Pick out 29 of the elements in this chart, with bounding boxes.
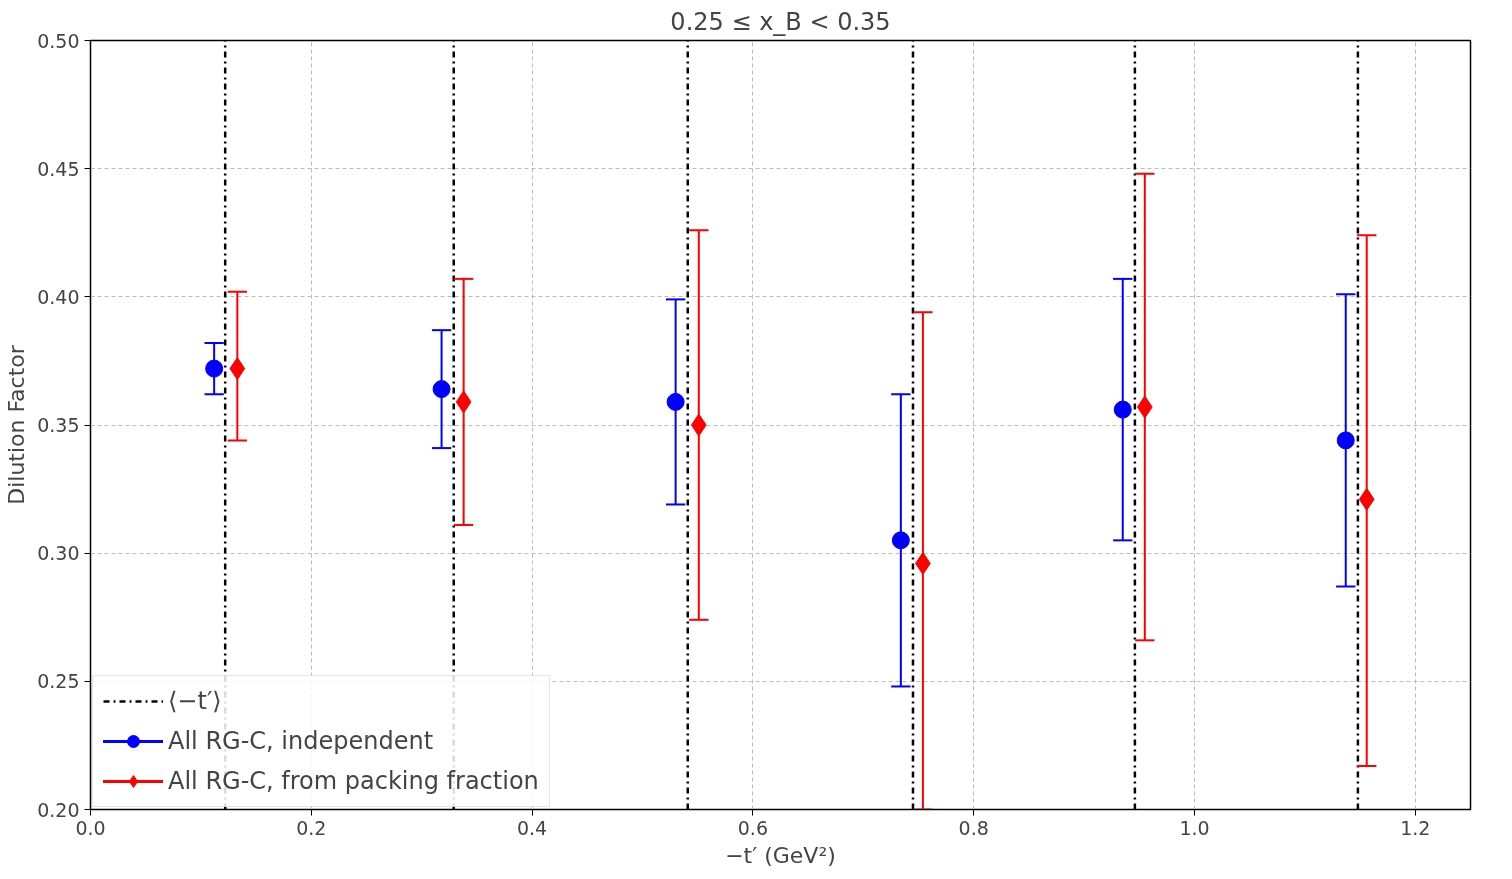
y-tick-label: 0.35	[37, 414, 80, 436]
x-tick-label: 0.6	[737, 816, 769, 839]
point	[666, 392, 685, 411]
point	[1336, 431, 1355, 450]
y-axis-title: Dilution Factor	[4, 344, 30, 505]
legend-label: All RG-C, independent	[168, 727, 434, 755]
point	[455, 390, 472, 414]
x-tick-label: 1.0	[1179, 816, 1210, 839]
y-tick-label: 0.50	[37, 29, 80, 52]
y-tick-label: 0.40	[37, 285, 80, 308]
y-tick-label: 0.30	[37, 542, 80, 565]
point	[229, 357, 246, 381]
x-tick-label: 0.8	[958, 816, 989, 839]
y-tick-label: 0.25	[37, 670, 80, 693]
point	[432, 380, 451, 399]
y-tick-label: 0.45	[37, 157, 80, 180]
point	[1358, 487, 1375, 511]
point	[690, 413, 707, 437]
ref-line-label: ⟨−t′⟩	[168, 687, 222, 715]
x-tick-label: 1.2	[1400, 816, 1431, 839]
chart-title: 0.25 ≤ x_B < 0.35	[670, 7, 891, 36]
x-axis-title: −t′ (GeV²)	[725, 842, 836, 868]
legend-label: All RG-C, from packing fraction	[168, 767, 539, 795]
point	[1136, 395, 1153, 419]
point	[205, 359, 224, 378]
point	[1113, 400, 1132, 419]
x-tick-label: 0.4	[516, 816, 548, 839]
point	[891, 531, 910, 550]
x-tick-label: 0.2	[296, 816, 327, 839]
